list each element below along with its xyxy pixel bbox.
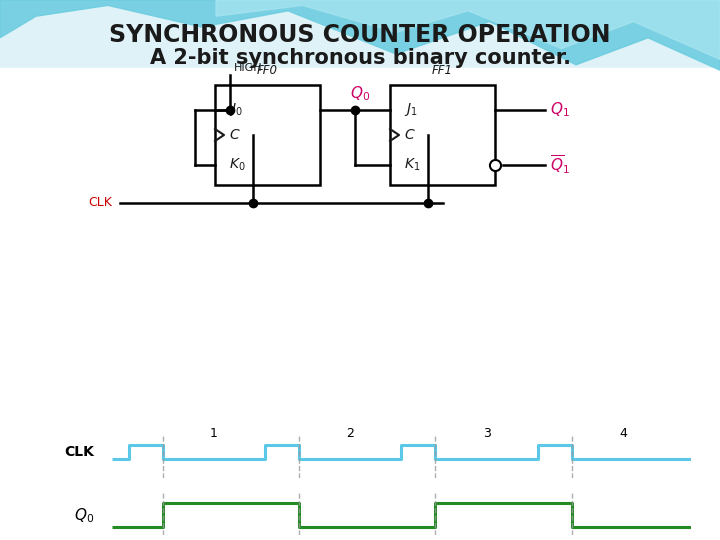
Text: CLK: CLK xyxy=(65,445,94,459)
Text: $C$: $C$ xyxy=(229,128,240,142)
Text: SYNCHRONOUS COUNTER OPERATION: SYNCHRONOUS COUNTER OPERATION xyxy=(109,23,611,47)
Polygon shape xyxy=(0,0,720,70)
Text: 1: 1 xyxy=(210,428,218,441)
Text: $Q_0$: $Q_0$ xyxy=(74,506,94,525)
Text: $Q_0$: $Q_0$ xyxy=(350,84,370,103)
Text: $K_0$: $K_0$ xyxy=(229,157,246,173)
Text: 4: 4 xyxy=(619,428,627,441)
Polygon shape xyxy=(216,0,720,59)
Text: $J_1$: $J_1$ xyxy=(404,102,418,118)
Text: 3: 3 xyxy=(482,428,490,441)
Text: FF0: FF0 xyxy=(257,64,278,77)
Text: $J_0$: $J_0$ xyxy=(229,102,243,118)
Bar xyxy=(215,85,320,185)
Text: A 2-bit synchronous binary counter.: A 2-bit synchronous binary counter. xyxy=(150,48,570,68)
Text: CLK: CLK xyxy=(88,197,112,210)
Text: HIGH: HIGH xyxy=(234,63,263,73)
Bar xyxy=(0,68,720,540)
Bar xyxy=(390,85,495,185)
Text: $Q_1$: $Q_1$ xyxy=(550,100,570,119)
Text: $\overline{Q}_1$: $\overline{Q}_1$ xyxy=(550,154,570,176)
Text: $C$: $C$ xyxy=(404,128,415,142)
Text: FF1: FF1 xyxy=(432,64,453,77)
Text: 2: 2 xyxy=(346,428,354,441)
Text: $K_1$: $K_1$ xyxy=(404,157,420,173)
